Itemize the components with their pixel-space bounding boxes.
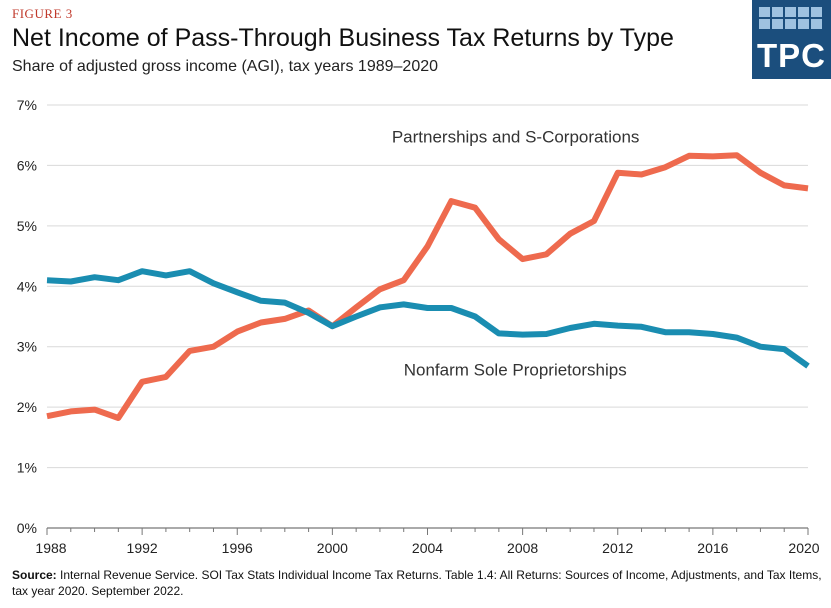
chart-subtitle: Share of adjusted gross income (AGI), ta… [12, 58, 439, 75]
x-tick-label: 2004 [412, 540, 443, 556]
x-tick-label: 2020 [788, 540, 819, 556]
source-text: Internal Revenue Service. SOI Tax Stats … [12, 568, 822, 598]
x-tick-label: 2016 [697, 540, 728, 556]
line-chart: 0% 1% 2% 3% 4% 5% 6% 7% 1988 1992 1996 2000 2004 2008… [17, 97, 820, 556]
figure-label: FIGURE 3 [12, 6, 73, 21]
x-tick-label: 2008 [507, 540, 538, 556]
logo-grid-icon [759, 7, 825, 29]
tpc-logo: TPC [752, 0, 831, 79]
x-tick-label: 1988 [35, 540, 66, 556]
y-tick-label: 1% [17, 460, 37, 476]
x-tick-label: 2012 [602, 540, 633, 556]
series-line-partnerships-and-s-corporations [46, 152, 809, 421]
x-tick-label: 1992 [127, 540, 158, 556]
y-tick-label: 5% [17, 218, 37, 234]
y-tick-label: 7% [17, 97, 37, 113]
series-annotation: Partnerships and S-Corporations [392, 127, 640, 146]
y-tick-label: 3% [17, 339, 37, 355]
chart-title: Net Income of Pass-Through Business Tax … [12, 24, 674, 52]
x-tick-label: 1996 [222, 540, 253, 556]
source-label: Source: [12, 568, 57, 582]
series-annotation: Nonfarm Sole Proprietorships [404, 361, 627, 380]
y-tick-label: 2% [17, 399, 37, 415]
logo-text: TPC [757, 37, 826, 74]
y-tick-label: 6% [17, 157, 37, 173]
source-note: Source: Internal Revenue Service. SOI Ta… [12, 567, 824, 599]
series-line-nonfarm-sole-proprietorships [46, 268, 810, 369]
x-tick-label: 2000 [317, 540, 348, 556]
y-tick-label: 4% [17, 278, 37, 294]
y-tick-label: 0% [17, 520, 37, 536]
